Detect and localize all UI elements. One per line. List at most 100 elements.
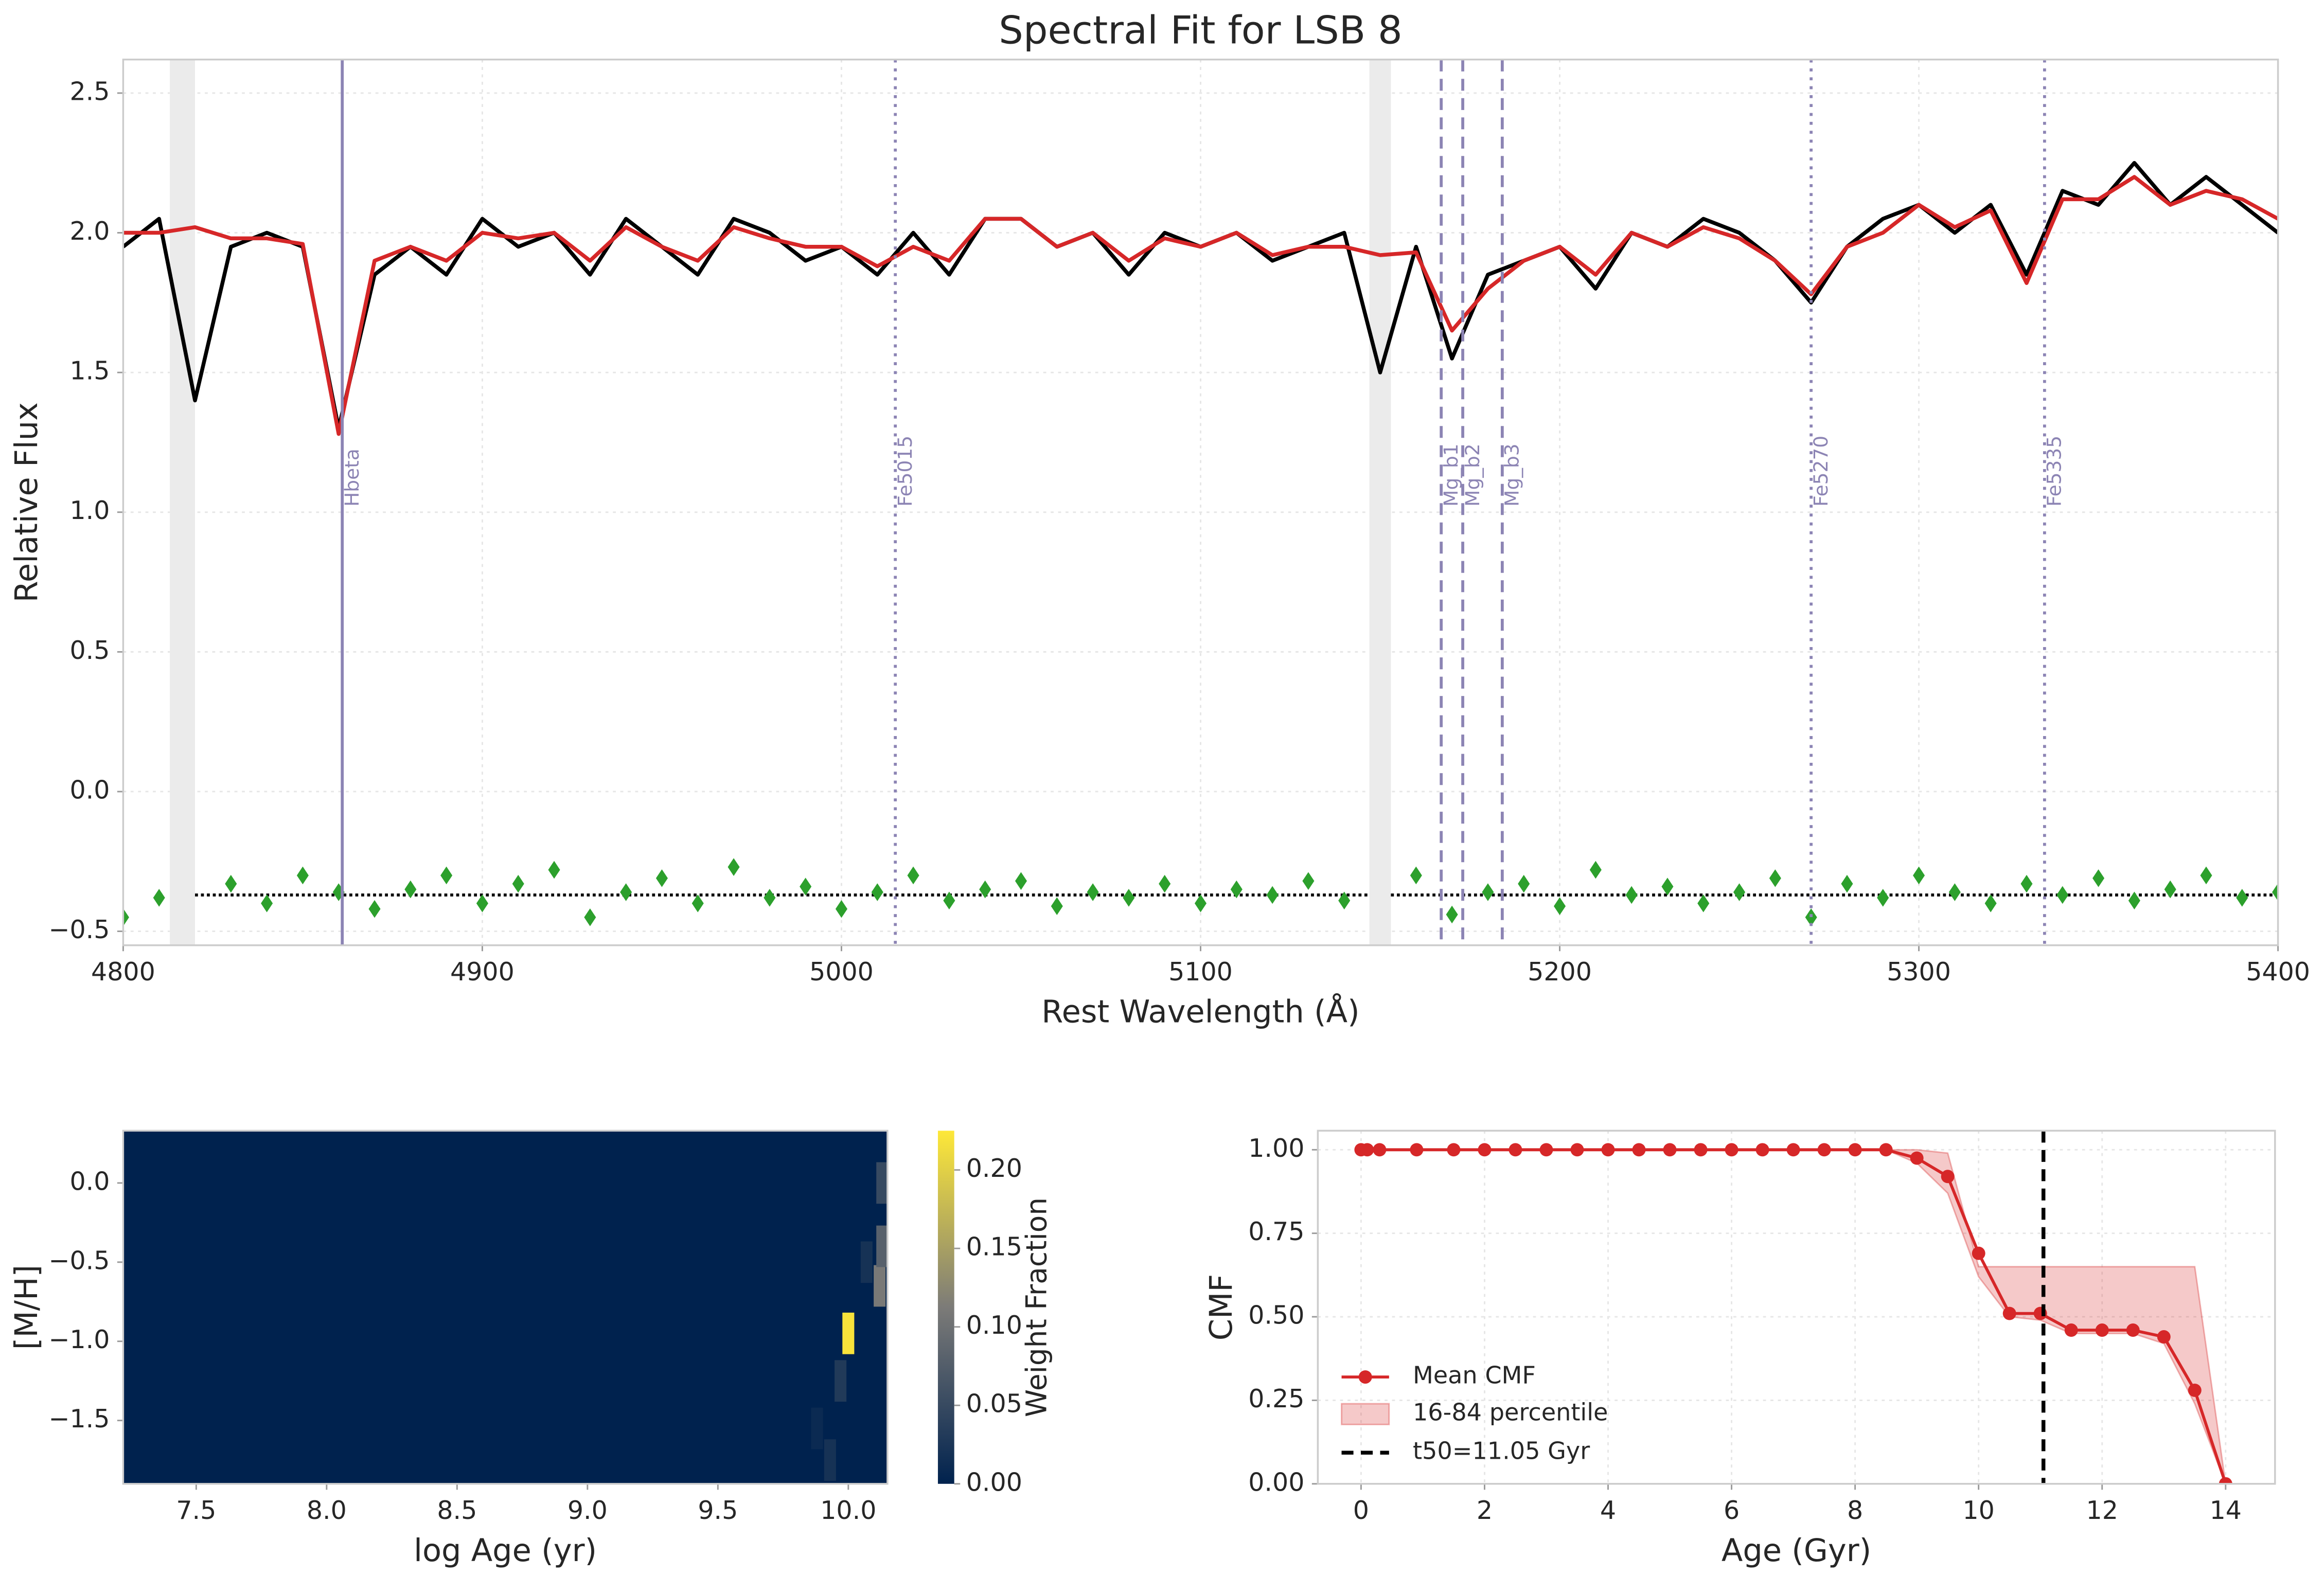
x-tick-label: 7.5 [176,1495,216,1525]
residual-point [1769,869,1781,887]
legend-swatch [1341,1403,1390,1425]
point [1632,1143,1646,1157]
residual-point [1984,894,1997,912]
y-axis-label: [M/H] [9,1265,45,1350]
y-tick-label: 2.0 [69,216,110,246]
residual-point [1266,886,1279,904]
legend-label: t50=11.05 Gyr [1413,1437,1590,1465]
y-axis-label: CMF [1203,1274,1239,1340]
residual-point [1159,874,1171,893]
y-tick-label: 1.0 [69,495,110,525]
colorbar-label: Weight Fraction [1020,1197,1053,1417]
residual-point [548,861,560,879]
heatmap-cell [876,1162,888,1204]
colorbar [937,1131,954,1484]
residual-point [512,874,524,893]
masked-region [170,59,196,945]
y-tick-label: 1.5 [69,356,110,386]
feature-label: Mg_b1 [1440,443,1462,507]
x-tick-label: 12 [2086,1495,2118,1525]
x-axis-label: Age (Gyr) [1722,1533,1871,1569]
heatmap-cell [874,1265,886,1307]
feature-label: Fe5335 [2043,436,2066,507]
point [1478,1143,1492,1157]
colorbar-tick-label: 0.15 [966,1232,1022,1262]
y-tick-label: −0.5 [48,915,110,944]
point [1755,1143,1769,1157]
x-tick-label: 10.0 [820,1495,876,1525]
point [1509,1143,1522,1157]
x-tick-label: 9.5 [698,1495,738,1525]
x-tick-label: 8.0 [307,1495,347,1525]
residual-point [1230,880,1243,899]
point [1848,1143,1862,1157]
plot-area [123,59,2278,945]
point [1694,1143,1708,1157]
feature-label: Hbeta [341,449,363,507]
y-tick-label: 0.0 [69,775,110,804]
heatmap-cell [824,1439,836,1481]
legend-swatch [1358,1370,1372,1384]
plot-area [123,1131,888,1484]
point [1910,1151,1924,1165]
residual-point [261,894,273,912]
point [2157,1330,2171,1344]
residual-point [728,858,740,876]
x-tick-label: 4900 [450,957,515,987]
residual-point [943,891,955,910]
x-axis-label: Rest Wavelength (Å) [1041,994,1359,1030]
plot-area [1318,1131,2275,1484]
point [1941,1170,1955,1184]
residual-point [2056,886,2069,904]
residual-point [1553,897,1566,916]
x-axis-label: log Age (yr) [414,1533,597,1569]
point [1817,1143,1831,1157]
heatmap-background [123,1131,888,1484]
residual-point [1410,866,1422,885]
residual-point [2128,891,2140,910]
axes-border [122,1130,889,1485]
residual-point [907,866,919,885]
colorbar-tick-label: 0.10 [966,1310,1022,1340]
x-tick-label: 2 [1477,1495,1493,1525]
chart-title: Spectral Fit for LSB 8 [999,7,1402,52]
residual-point [225,874,237,893]
x-tick-label: 4800 [91,957,155,987]
point [2126,1323,2140,1337]
residual-point [1589,861,1602,879]
residual-point [1087,883,1099,901]
y-tick-label: 0.75 [1248,1216,1304,1246]
legend-label: 16-84 percentile [1413,1399,1608,1426]
heatmap-cell [835,1360,847,1402]
residual-point [1518,874,1530,893]
point [1539,1143,1553,1157]
heatmap-cell [842,1312,855,1354]
residual-point [979,880,991,899]
x-tick-label: 5400 [2246,957,2310,987]
heatmap-cell [876,1225,888,1267]
y-tick-label: −0.5 [48,1245,110,1275]
point [1786,1143,1800,1157]
residual-point [440,866,453,885]
x-tick-label: 5200 [1528,957,1592,987]
point [1663,1143,1677,1157]
x-tick-label: 0 [1353,1495,1369,1525]
residual-point [2272,883,2278,901]
point [1972,1246,1985,1260]
colorbar-tick-label: 0.05 [966,1389,1022,1419]
axes: 0 2 4 6 8 10 12 14 0.00 0.25 0.50 0.75 1.00 Age (Gyr)… [1203,1130,2276,1569]
residual-point [1051,897,1063,916]
axes-border [1317,1130,2276,1485]
x-tick-label: 4 [1600,1495,1616,1525]
residual-point [368,900,381,918]
residual-point [1697,894,1710,912]
point [1570,1143,1584,1157]
x-tick-label: 9.0 [567,1495,608,1525]
y-tick-label: −1.5 [48,1404,110,1434]
y-tick-label: 0.25 [1248,1384,1304,1413]
x-tick-label: 10 [1962,1495,1994,1525]
residual-point [1625,886,1638,904]
residual-point [1661,877,1674,896]
y-tick-label: −1.0 [48,1324,110,1354]
x-tick-label: 8 [1847,1495,1863,1525]
